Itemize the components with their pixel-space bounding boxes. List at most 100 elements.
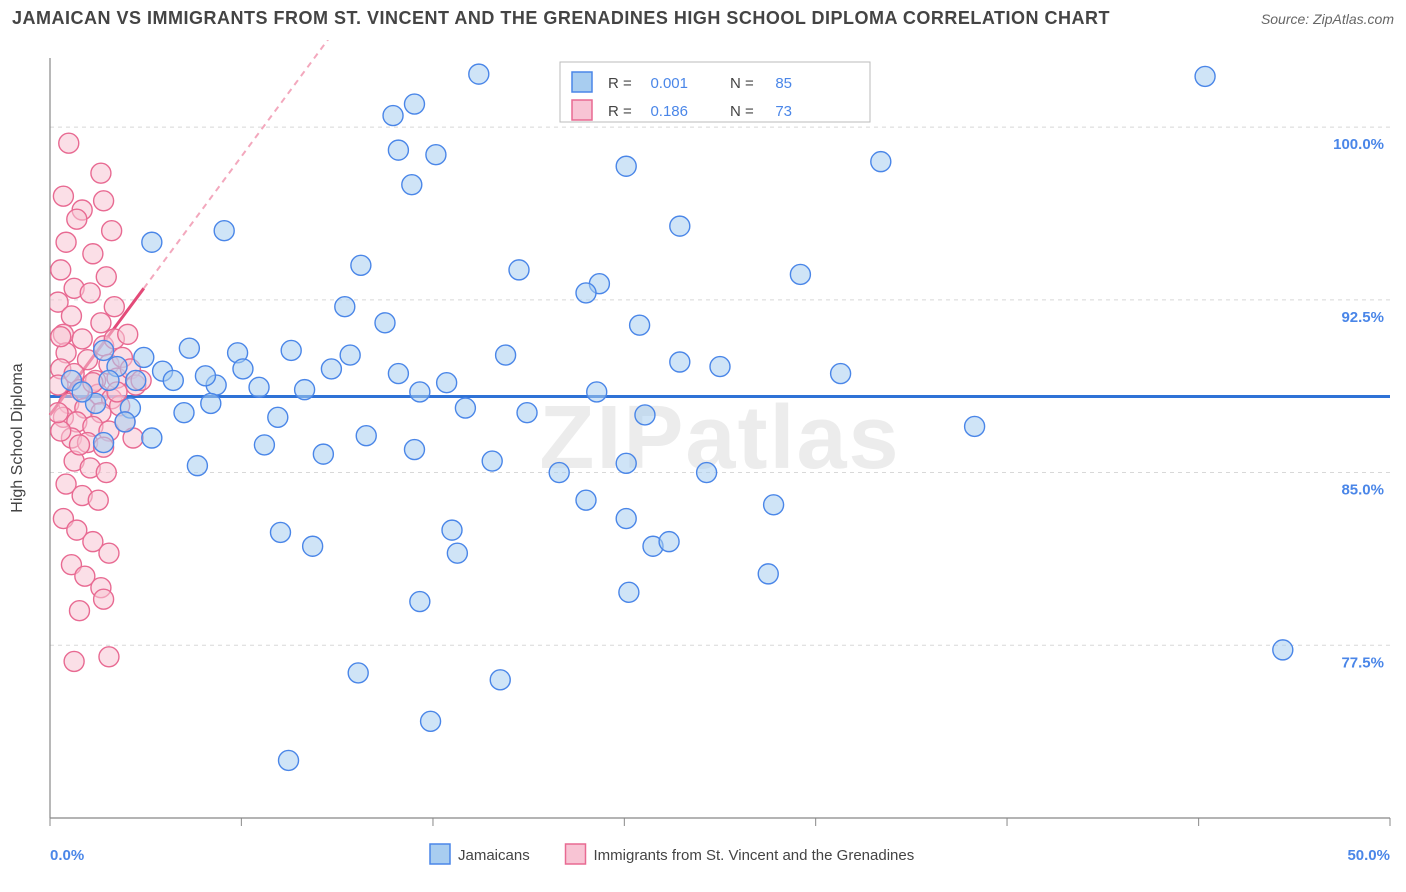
legend-n-label: N = bbox=[730, 75, 754, 92]
point-blue bbox=[268, 407, 288, 427]
point-blue bbox=[295, 380, 315, 400]
point-blue bbox=[279, 750, 299, 770]
legend-n-label: N = bbox=[730, 103, 754, 120]
point-blue bbox=[630, 315, 650, 335]
point-pink bbox=[102, 221, 122, 241]
point-blue bbox=[758, 564, 778, 584]
point-blue bbox=[340, 345, 360, 365]
point-blue bbox=[616, 509, 636, 529]
y-tick-label: 92.5% bbox=[1341, 309, 1384, 326]
legend-series-label: Jamaicans bbox=[458, 847, 530, 864]
point-blue bbox=[482, 451, 502, 471]
point-pink bbox=[91, 313, 111, 333]
point-blue bbox=[576, 490, 596, 510]
point-blue bbox=[249, 377, 269, 397]
legend-r-value: 0.001 bbox=[650, 75, 688, 92]
point-blue bbox=[442, 520, 462, 540]
point-blue bbox=[764, 495, 784, 515]
point-blue bbox=[356, 426, 376, 446]
y-tick-label: 85.0% bbox=[1341, 482, 1384, 499]
point-blue bbox=[163, 370, 183, 390]
point-blue bbox=[187, 456, 207, 476]
point-blue bbox=[388, 364, 408, 384]
legend-r-label: R = bbox=[608, 103, 632, 120]
point-pink bbox=[51, 421, 71, 441]
y-axis-label: High School Diploma bbox=[9, 363, 26, 513]
point-blue bbox=[670, 216, 690, 236]
point-blue bbox=[1195, 66, 1215, 86]
correlation-legend bbox=[560, 62, 870, 122]
point-pink bbox=[99, 543, 119, 563]
point-blue bbox=[195, 366, 215, 386]
point-blue bbox=[254, 435, 274, 455]
point-blue bbox=[174, 403, 194, 423]
point-blue bbox=[549, 463, 569, 483]
point-pink bbox=[51, 327, 71, 347]
point-blue bbox=[410, 592, 430, 612]
legend-swatch bbox=[430, 844, 450, 864]
point-blue bbox=[437, 373, 457, 393]
point-blue bbox=[576, 283, 596, 303]
point-pink bbox=[104, 297, 124, 317]
point-blue bbox=[587, 382, 607, 402]
point-blue bbox=[659, 532, 679, 552]
point-blue bbox=[517, 403, 537, 423]
point-pink bbox=[48, 403, 68, 423]
scatter-chart: ZIPatlas77.5%85.0%92.5%100.0%0.0%50.0%Hi… bbox=[0, 40, 1406, 892]
point-pink bbox=[53, 186, 73, 206]
point-blue bbox=[697, 463, 717, 483]
point-blue bbox=[635, 405, 655, 425]
point-blue bbox=[335, 297, 355, 317]
point-pink bbox=[96, 463, 116, 483]
point-pink bbox=[83, 244, 103, 264]
point-blue bbox=[831, 364, 851, 384]
point-blue bbox=[616, 453, 636, 473]
point-blue bbox=[94, 340, 114, 360]
point-blue bbox=[375, 313, 395, 333]
point-blue bbox=[447, 543, 467, 563]
point-pink bbox=[118, 324, 138, 344]
point-pink bbox=[72, 329, 92, 349]
y-tick-label: 77.5% bbox=[1341, 654, 1384, 671]
point-pink bbox=[69, 601, 89, 621]
point-pink bbox=[67, 209, 87, 229]
point-blue bbox=[134, 347, 154, 367]
point-pink bbox=[61, 306, 81, 326]
point-blue bbox=[94, 433, 114, 453]
point-blue bbox=[670, 352, 690, 372]
point-blue bbox=[99, 370, 119, 390]
legend-n-value: 85 bbox=[775, 75, 792, 92]
point-blue bbox=[402, 175, 422, 195]
chart-title: JAMAICAN VS IMMIGRANTS FROM ST. VINCENT … bbox=[12, 8, 1110, 29]
point-pink bbox=[94, 589, 114, 609]
point-blue bbox=[201, 393, 221, 413]
point-blue bbox=[616, 156, 636, 176]
point-pink bbox=[94, 191, 114, 211]
legend-series-label: Immigrants from St. Vincent and the Gren… bbox=[594, 847, 915, 864]
point-pink bbox=[96, 267, 116, 287]
point-blue bbox=[72, 382, 92, 402]
point-blue bbox=[270, 522, 290, 542]
legend-swatch bbox=[572, 72, 592, 92]
point-blue bbox=[404, 94, 424, 114]
x-tick-label: 0.0% bbox=[50, 847, 84, 864]
point-pink bbox=[91, 163, 111, 183]
point-pink bbox=[80, 283, 100, 303]
point-blue bbox=[383, 106, 403, 126]
point-blue bbox=[115, 412, 135, 432]
legend-swatch bbox=[566, 844, 586, 864]
point-blue bbox=[313, 444, 333, 464]
point-pink bbox=[56, 232, 76, 252]
point-pink bbox=[69, 435, 89, 455]
point-pink bbox=[64, 651, 84, 671]
point-blue bbox=[871, 152, 891, 172]
source-label: Source: ZipAtlas.com bbox=[1261, 11, 1394, 27]
point-pink bbox=[59, 133, 79, 153]
point-blue bbox=[348, 663, 368, 683]
chart-area: ZIPatlas77.5%85.0%92.5%100.0%0.0%50.0%Hi… bbox=[0, 40, 1406, 892]
point-blue bbox=[321, 359, 341, 379]
point-pink bbox=[99, 647, 119, 667]
point-blue bbox=[710, 357, 730, 377]
x-tick-label: 50.0% bbox=[1347, 847, 1390, 864]
legend-r-label: R = bbox=[608, 75, 632, 92]
